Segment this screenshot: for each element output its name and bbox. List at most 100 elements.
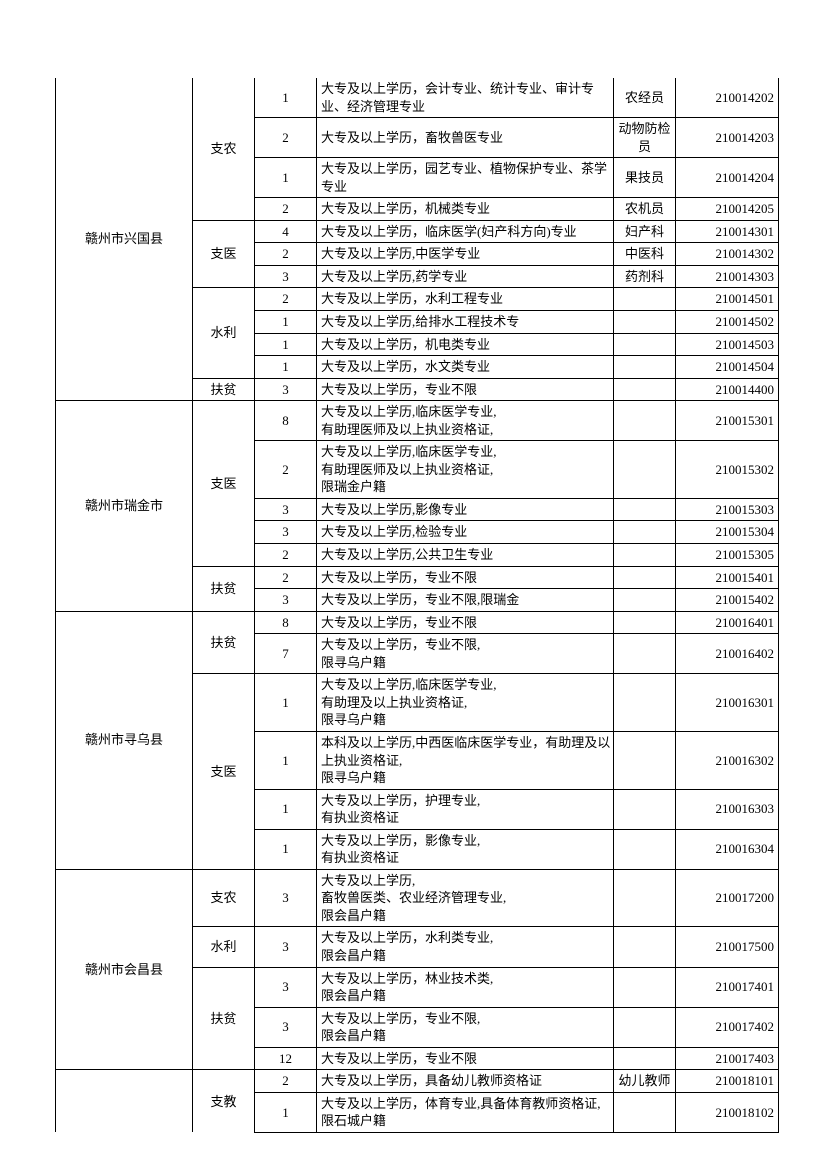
code-cell: 210015301 [676, 401, 779, 441]
requirement-cell: 大专及以上学历,临床医学专业,有助理及以上执业资格证,限寻乌户籍 [317, 674, 614, 732]
role-cell: 中医科 [614, 243, 676, 266]
count-cell: 1 [255, 674, 317, 732]
code-cell: 210014502 [676, 311, 779, 334]
category-cell: 支教 [193, 1070, 255, 1133]
requirement-cell: 大专及以上学历,给排水工程技术专 [317, 311, 614, 334]
requirement-cell: 大专及以上学历，专业不限,限寻乌户籍 [317, 634, 614, 674]
count-cell: 7 [255, 634, 317, 674]
category-cell: 水利 [193, 927, 255, 967]
count-cell: 2 [255, 566, 317, 589]
requirement-cell: 大专及以上学历，临床医学(妇产科方向)专业 [317, 220, 614, 243]
recruitment-table: 赣州市兴国县支农1大专及以上学历，会计专业、统计专业、审计专业、经济管理专业农经… [55, 78, 779, 1133]
requirement-cell: 大专及以上学历,中医学专业 [317, 243, 614, 266]
code-cell: 210018102 [676, 1092, 779, 1132]
category-cell: 扶贫 [193, 611, 255, 674]
code-cell: 210014204 [676, 158, 779, 198]
requirement-cell: 大专及以上学历，机电类专业 [317, 333, 614, 356]
role-cell [614, 1007, 676, 1047]
role-cell: 农机员 [614, 198, 676, 221]
requirement-cell: 大专及以上学历，专业不限 [317, 566, 614, 589]
code-cell: 210015402 [676, 589, 779, 612]
code-cell: 210016304 [676, 829, 779, 869]
requirement-cell: 本科及以上学历,中西医临床医学专业，有助理及以上执业资格证,限寻乌户籍 [317, 731, 614, 789]
role-cell [614, 634, 676, 674]
requirement-cell: 大专及以上学历,临床医学专业,有助理医师及以上执业资格证,限瑞金户籍 [317, 441, 614, 499]
region-cell: 赣州市会昌县 [56, 869, 193, 1069]
requirement-cell: 大专及以上学历，护理专业,有执业资格证 [317, 789, 614, 829]
count-cell: 8 [255, 401, 317, 441]
count-cell: 3 [255, 498, 317, 521]
role-cell [614, 789, 676, 829]
code-cell: 210014301 [676, 220, 779, 243]
requirement-cell: 大专及以上学历,检验专业 [317, 521, 614, 544]
role-cell [614, 401, 676, 441]
count-cell: 8 [255, 611, 317, 634]
requirement-cell: 大专及以上学历，专业不限,限瑞金 [317, 589, 614, 612]
requirement-cell: 大专及以上学历，水文类专业 [317, 356, 614, 379]
category-cell: 支医 [193, 674, 255, 869]
role-cell [614, 378, 676, 401]
role-cell [614, 869, 676, 927]
category-cell: 支农 [193, 869, 255, 927]
region-cell: 赣州市兴国县 [56, 78, 193, 401]
role-cell [614, 829, 676, 869]
code-cell: 210016303 [676, 789, 779, 829]
role-cell [614, 521, 676, 544]
count-cell: 3 [255, 521, 317, 544]
requirement-cell: 大专及以上学历，具备幼儿教师资格证 [317, 1070, 614, 1093]
requirement-cell: 大专及以上学历，畜牧兽医专业 [317, 118, 614, 158]
requirement-cell: 大专及以上学历，机械类专业 [317, 198, 614, 221]
role-cell [614, 544, 676, 567]
role-cell [614, 589, 676, 612]
requirement-cell: 大专及以上学历,畜牧兽医类、农业经济管理专业,限会昌户籍 [317, 869, 614, 927]
role-cell [614, 1092, 676, 1132]
role-cell [614, 288, 676, 311]
count-cell: 3 [255, 927, 317, 967]
role-cell [614, 674, 676, 732]
code-cell: 210015305 [676, 544, 779, 567]
code-cell: 210014400 [676, 378, 779, 401]
table-row: 赣州市会昌县支农3大专及以上学历,畜牧兽医类、农业经济管理专业,限会昌户籍210… [56, 869, 779, 927]
count-cell: 1 [255, 356, 317, 379]
requirement-cell: 大专及以上学历，专业不限,限会昌户籍 [317, 1007, 614, 1047]
count-cell: 3 [255, 869, 317, 927]
count-cell: 3 [255, 589, 317, 612]
role-cell [614, 498, 676, 521]
code-cell: 210015302 [676, 441, 779, 499]
code-cell: 210014501 [676, 288, 779, 311]
code-cell: 210016301 [676, 674, 779, 732]
role-cell [614, 731, 676, 789]
requirement-cell: 大专及以上学历,临床医学专业,有助理医师及以上执业资格证, [317, 401, 614, 441]
region-cell: 赣州市寻乌县 [56, 611, 193, 869]
code-cell: 210017402 [676, 1007, 779, 1047]
requirement-cell: 大专及以上学历，体育专业,具备体育教师资格证,限石城户籍 [317, 1092, 614, 1132]
count-cell: 1 [255, 1092, 317, 1132]
code-cell: 210017403 [676, 1047, 779, 1070]
role-cell [614, 927, 676, 967]
count-cell: 2 [255, 288, 317, 311]
count-cell: 1 [255, 731, 317, 789]
count-cell: 1 [255, 829, 317, 869]
role-cell [614, 311, 676, 334]
category-cell: 扶贫 [193, 566, 255, 611]
category-cell: 支医 [193, 220, 255, 288]
count-cell: 3 [255, 378, 317, 401]
category-cell: 支医 [193, 401, 255, 566]
code-cell: 210018101 [676, 1070, 779, 1093]
code-cell: 210017401 [676, 967, 779, 1007]
requirement-cell: 大专及以上学历，专业不限 [317, 378, 614, 401]
region-cell [56, 1070, 193, 1133]
count-cell: 3 [255, 967, 317, 1007]
role-cell: 农经员 [614, 78, 676, 118]
code-cell: 210015303 [676, 498, 779, 521]
requirement-cell: 大专及以上学历，水利类专业,限会昌户籍 [317, 927, 614, 967]
requirement-cell: 大专及以上学历，园艺专业、植物保护专业、茶学专业 [317, 158, 614, 198]
role-cell [614, 441, 676, 499]
role-cell [614, 611, 676, 634]
table-row: 赣州市兴国县支农1大专及以上学历，会计专业、统计专业、审计专业、经济管理专业农经… [56, 78, 779, 118]
count-cell: 12 [255, 1047, 317, 1070]
count-cell: 1 [255, 789, 317, 829]
count-cell: 3 [255, 265, 317, 288]
region-cell: 赣州市瑞金市 [56, 401, 193, 611]
code-cell: 210016402 [676, 634, 779, 674]
